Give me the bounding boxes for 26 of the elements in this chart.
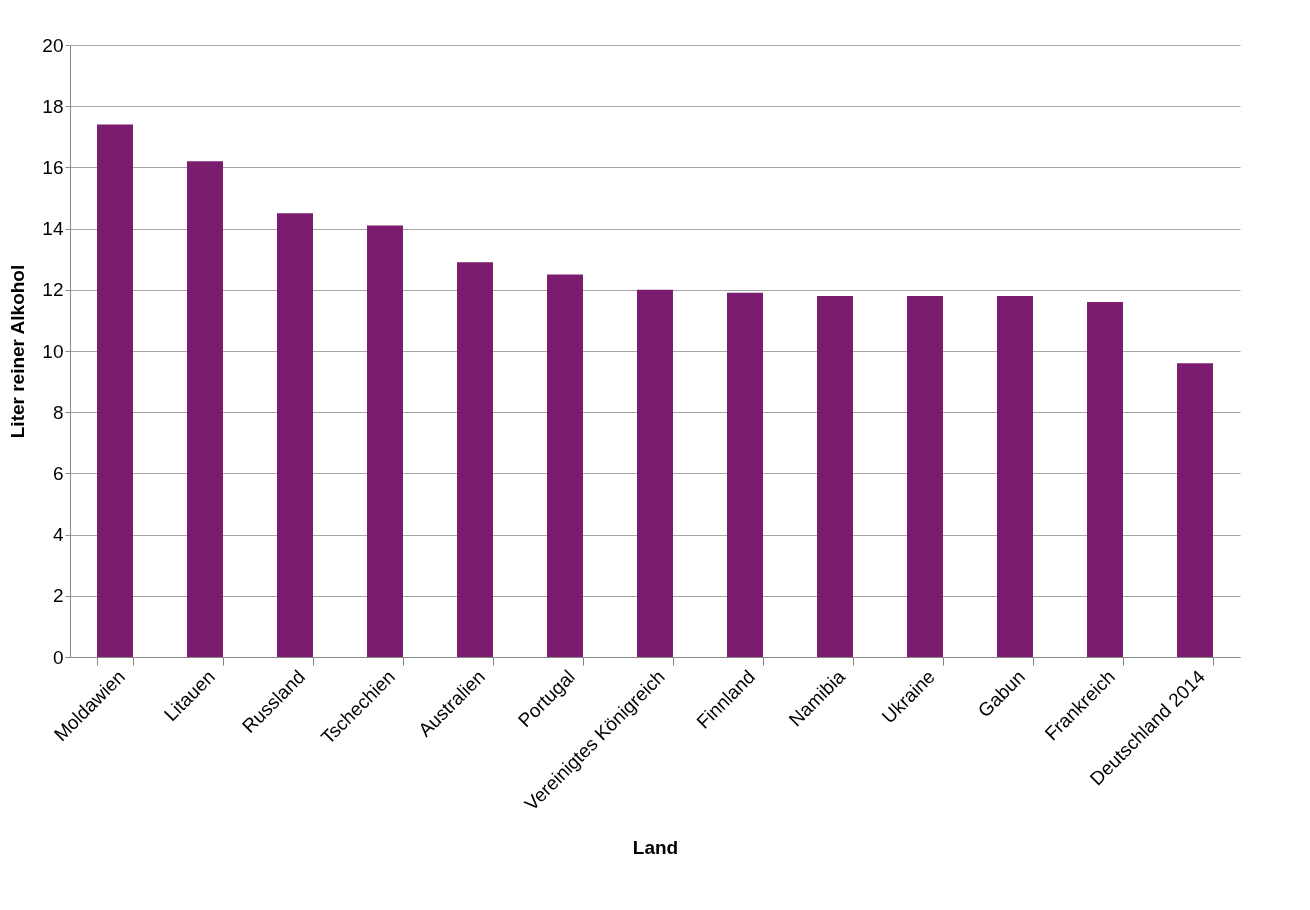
y-tick-label: 10 <box>42 340 64 362</box>
bar <box>367 225 403 657</box>
bar <box>907 295 943 657</box>
bar <box>637 289 673 657</box>
y-tick-label: 16 <box>42 156 64 178</box>
y-tick-label: 14 <box>42 218 64 240</box>
y-tick-label: 4 <box>52 524 64 546</box>
bar <box>547 274 583 657</box>
y-tick-label: 12 <box>42 279 64 301</box>
x-axis-title: Land <box>632 836 679 858</box>
bar <box>1087 302 1123 657</box>
bar <box>277 213 313 657</box>
bar <box>817 295 853 657</box>
bar <box>457 262 493 657</box>
y-tick-label: 18 <box>42 95 64 117</box>
bar <box>1177 363 1213 657</box>
y-tick-label: 0 <box>52 646 64 668</box>
y-axis-title: Liter reiner Alkohol <box>7 264 29 439</box>
bar <box>97 124 133 657</box>
y-tick-label: 20 <box>42 34 64 56</box>
bar <box>727 292 763 657</box>
bar <box>187 161 223 657</box>
y-tick-label: 6 <box>52 462 64 484</box>
y-tick-label: 2 <box>52 585 64 607</box>
bar <box>997 295 1033 657</box>
y-tick-label: 8 <box>52 401 64 423</box>
